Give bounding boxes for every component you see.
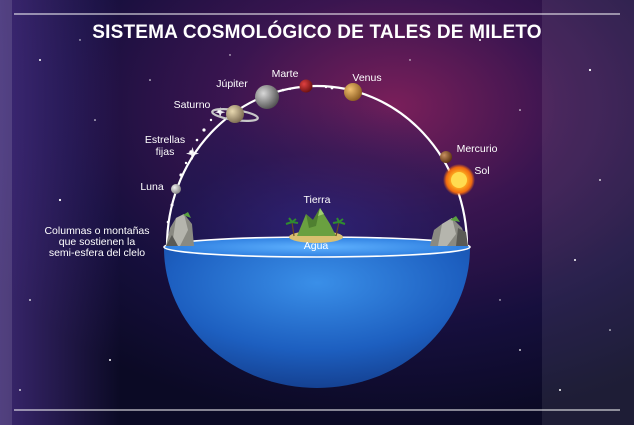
diagram-title: SISTEMA COSMOLÓGICO DE TALES DE MILETO [92,21,542,43]
label-saturno: Saturno [174,99,211,111]
label-sol: Sol [474,165,489,177]
right-side-band [542,0,634,425]
venus-planet [344,83,362,101]
moon [171,184,181,194]
mars-planet [299,79,313,93]
nebula-glow [0,0,120,425]
saturn-planet [211,105,259,123]
earth-island [285,208,346,243]
celestial-dome [167,86,467,246]
label-mercurio: Mercurio [457,143,498,155]
left-side-band [0,0,12,425]
label-columnas-line1: Columnas o montañas [44,225,149,237]
label-estrellas: Estrellas [145,134,185,146]
sun-core [451,172,467,188]
label-luna: Luna [140,181,164,193]
label-agua: Agua [304,240,329,252]
water-body [164,248,470,388]
background-stars [19,39,611,391]
label-venus: Venus [352,72,381,84]
label-columnas-line3: semi-esfera del cielo [49,247,145,259]
label-jupiter: Júpiter [216,78,248,90]
left-column-rock [166,212,194,246]
jupiter-planet [255,85,279,109]
label-marte: Marte [272,68,299,80]
right-column-rock [430,216,468,246]
label-fijas: fijas [156,146,175,158]
label-columnas-line2: que sostienen la [59,236,136,248]
mercury-planet [440,151,452,163]
label-tierra: Tierra [303,194,330,206]
